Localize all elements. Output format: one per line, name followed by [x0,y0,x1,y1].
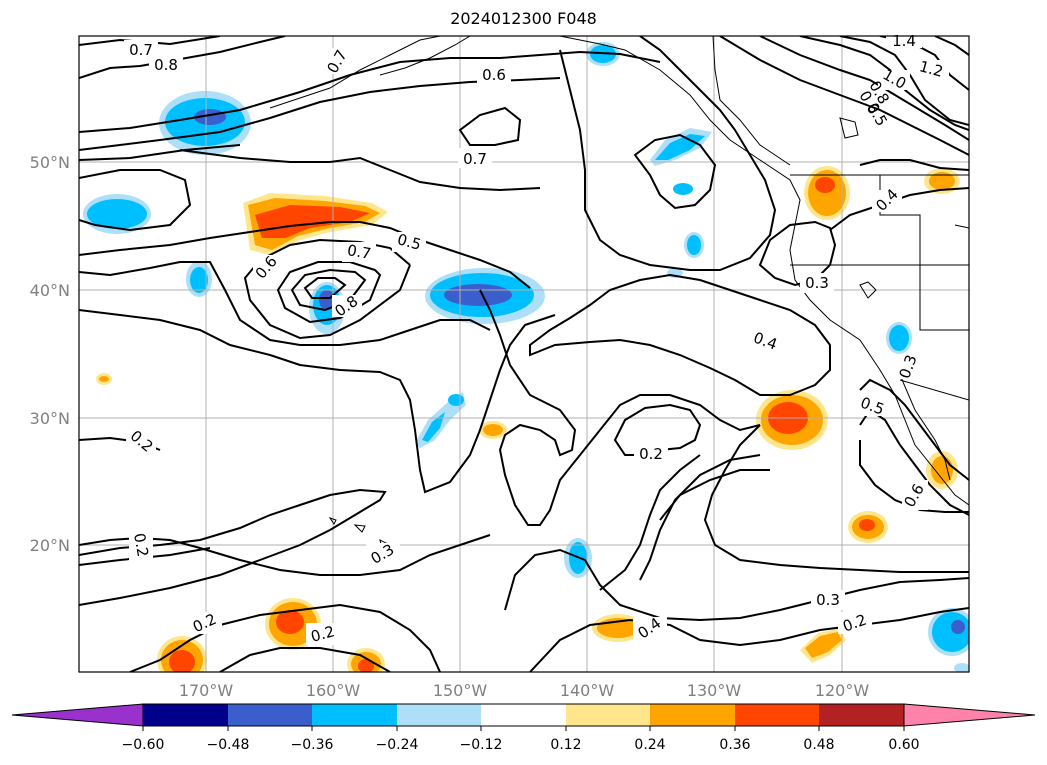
contour-label: 0.5 [395,230,423,254]
negative-anomaly-south-central [415,392,466,448]
lon-label: 160°W [306,681,361,700]
positive-anomaly-southwest-b [157,636,207,672]
colorbar-ticks [142,726,905,731]
latitude-labels: 50°N 40°N 30°N 20°N [30,153,70,555]
positive-anomaly-pnw [804,166,850,220]
shaded-anomaly-regions [83,42,969,672]
contour-label: 0.7 [346,241,373,263]
contour-label: 0.3 [816,591,840,609]
negative-anomaly-southeast [928,608,969,672]
map-title: 2024012300 F048 [450,9,597,28]
negative-anomaly-central [425,268,545,324]
lon-label: 170°W [179,681,234,700]
plot-border [78,35,970,673]
colorbar-tick-label: 0.48 [803,737,834,753]
negative-anomaly-small-a [186,261,212,297]
colorbar-segment [650,704,735,726]
lon-label: 140°W [560,681,615,700]
colorbar-tick-label: −0.48 [207,737,250,753]
colorbar-tick-label: −0.24 [376,737,419,753]
colorbar-segment [819,704,904,726]
lat-label: 30°N [30,409,70,428]
positive-anomaly-baja [926,451,958,489]
contour-label: 0.2 [639,445,663,463]
positive-anomaly-mexico-west [848,511,888,543]
colorbar-segment [735,704,819,726]
colorbar-segment [397,704,481,726]
colorbar-under-extension [11,703,144,727]
colorbar-segment [143,704,228,726]
colorbar-tick-label: −0.12 [460,737,503,753]
colorbar-segment [312,704,397,726]
lon-label: 130°W [687,681,742,700]
positive-anomaly-small-center [479,421,507,439]
lat-label: 40°N [30,281,70,300]
colorbar-over-extension [903,703,1036,727]
positive-anomaly-small-west [96,373,112,385]
contour-label: 0.8 [154,56,178,74]
colorbar-tick-label: −0.60 [122,737,165,753]
colorbar-segment [228,704,312,726]
contour-label: 1.2 [917,57,945,81]
negative-anomaly-west-edge [83,194,151,234]
longitude-labels: 170°W 160°W 150°W 140°W 130°W 120°W [179,681,870,700]
positive-anomaly-south-east [800,628,846,663]
contour-label: 0.2 [130,532,152,559]
negative-anomaly-coast [886,322,912,354]
colorbar-tick-label: 0.60 [888,737,919,753]
colorbar: −0.60 −0.48 −0.36 −0.24 −0.12 0.12 0.24 … [11,703,1036,753]
contour-label: 0.3 [805,274,829,292]
colorbar-tick-label: 0.36 [719,737,750,753]
lon-label: 150°W [433,681,488,700]
negative-anomaly-aleutian [159,91,251,155]
colorbar-tick-label: 0.24 [634,737,665,753]
contour-label: 0.6 [482,66,506,84]
contour-label: 1.4 [892,32,916,50]
lon-label: 120°W [815,681,870,700]
colorbar-segment [481,704,566,726]
contour-label: 0.2 [309,622,337,646]
lat-label: 20°N [30,536,70,555]
contour-label: 0.7 [129,41,153,59]
positive-anomaly-subtropical [756,390,828,450]
colorbar-tick-label: −0.36 [291,737,334,753]
graticule [79,36,969,672]
colorbar-segment [566,704,650,726]
contour-label-layer: 0.7 0.8 0.6 0.7 1.4 1.2 1.0 0.8 0.6 0.5 … [124,32,949,646]
contour-label: 0.7 [463,150,487,168]
lat-label: 50°N [30,153,70,172]
colorbar-frame [142,703,905,727]
colorbar-tick-label: 0.12 [550,737,581,753]
